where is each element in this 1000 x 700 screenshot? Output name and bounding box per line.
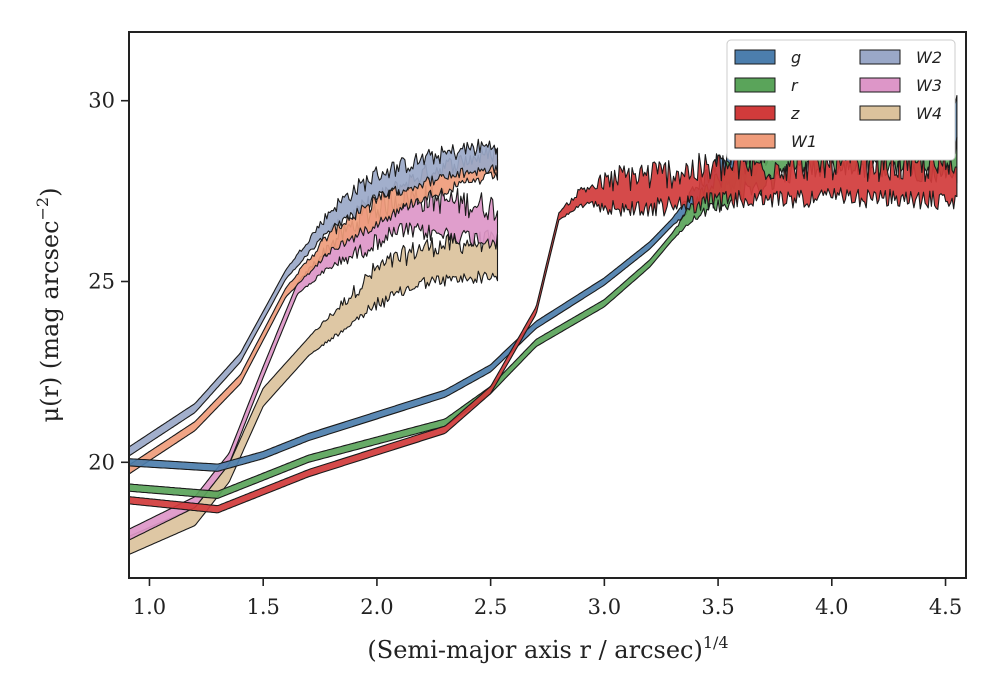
series-band-w2 [129, 138, 499, 457]
legend-swatch-z [734, 105, 776, 121]
legend-swatch-r [734, 77, 776, 93]
x-axis-label: (Semi-major axis r / arcsec)1/4 [367, 633, 728, 664]
y-tick-label: 20 [88, 450, 115, 474]
legend-swatch-g [734, 49, 776, 65]
y-axis-ticks: 20 25 30 [88, 89, 129, 474]
legend-label-g: g [791, 48, 801, 67]
series-band-w3 [129, 184, 499, 541]
legend-swatch-w4 [859, 105, 901, 121]
x-tick-label: 3.0 [588, 595, 621, 619]
x-tick-label: 2.0 [360, 595, 393, 619]
x-axis-ticks: 1.0 1.5 2.0 2.5 3.0 3.5 4.0 4.5 [133, 578, 962, 619]
series-band-z [129, 147, 958, 514]
y-tick-label: 25 [88, 269, 115, 293]
legend-swatch-w1 [734, 133, 776, 149]
legend-label-w4: W4 [916, 104, 942, 123]
x-tick-label: 3.5 [701, 595, 734, 619]
legend-label-r: r [791, 76, 799, 95]
legend-label-w3: W3 [916, 76, 942, 95]
legend-label-w1: W1 [791, 132, 817, 151]
legend-label-z: z [790, 104, 800, 123]
legend-label-w2: W2 [916, 48, 942, 67]
legend-box [726, 39, 956, 161]
y-tick-label: 30 [88, 89, 115, 113]
plot-frame [128, 31, 967, 579]
y-axis-label: μ(r) (mag arcsec−2) [33, 188, 64, 423]
x-tick-label: 4.0 [815, 595, 848, 619]
x-tick-label: 2.5 [474, 595, 507, 619]
x-tick-label: 4.5 [929, 595, 962, 619]
y-axis-label-group: μ(r) (mag arcsec−2) [33, 188, 64, 423]
legend-swatch-w3 [859, 77, 901, 93]
legend: grz W1 W2 W3 W4 [726, 39, 956, 161]
legend-swatch-w2 [859, 49, 901, 65]
x-tick-label: 1.5 [246, 595, 279, 619]
x-tick-label: 1.0 [133, 595, 166, 619]
